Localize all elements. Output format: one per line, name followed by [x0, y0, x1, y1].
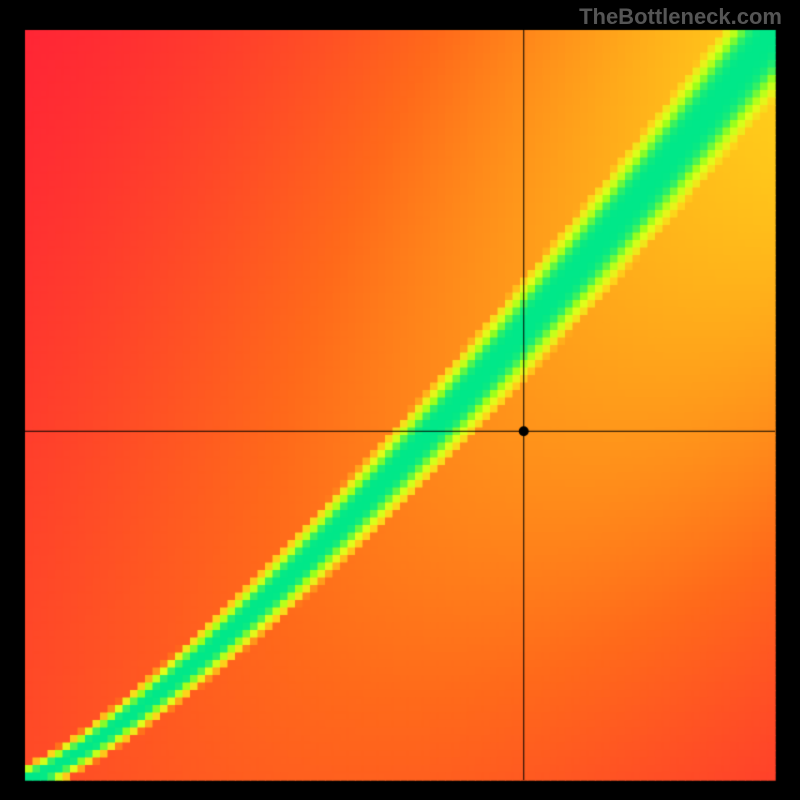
heatmap-canvas — [0, 0, 800, 800]
chart-container: TheBottleneck.com — [0, 0, 800, 800]
watermark-text: TheBottleneck.com — [579, 4, 782, 30]
